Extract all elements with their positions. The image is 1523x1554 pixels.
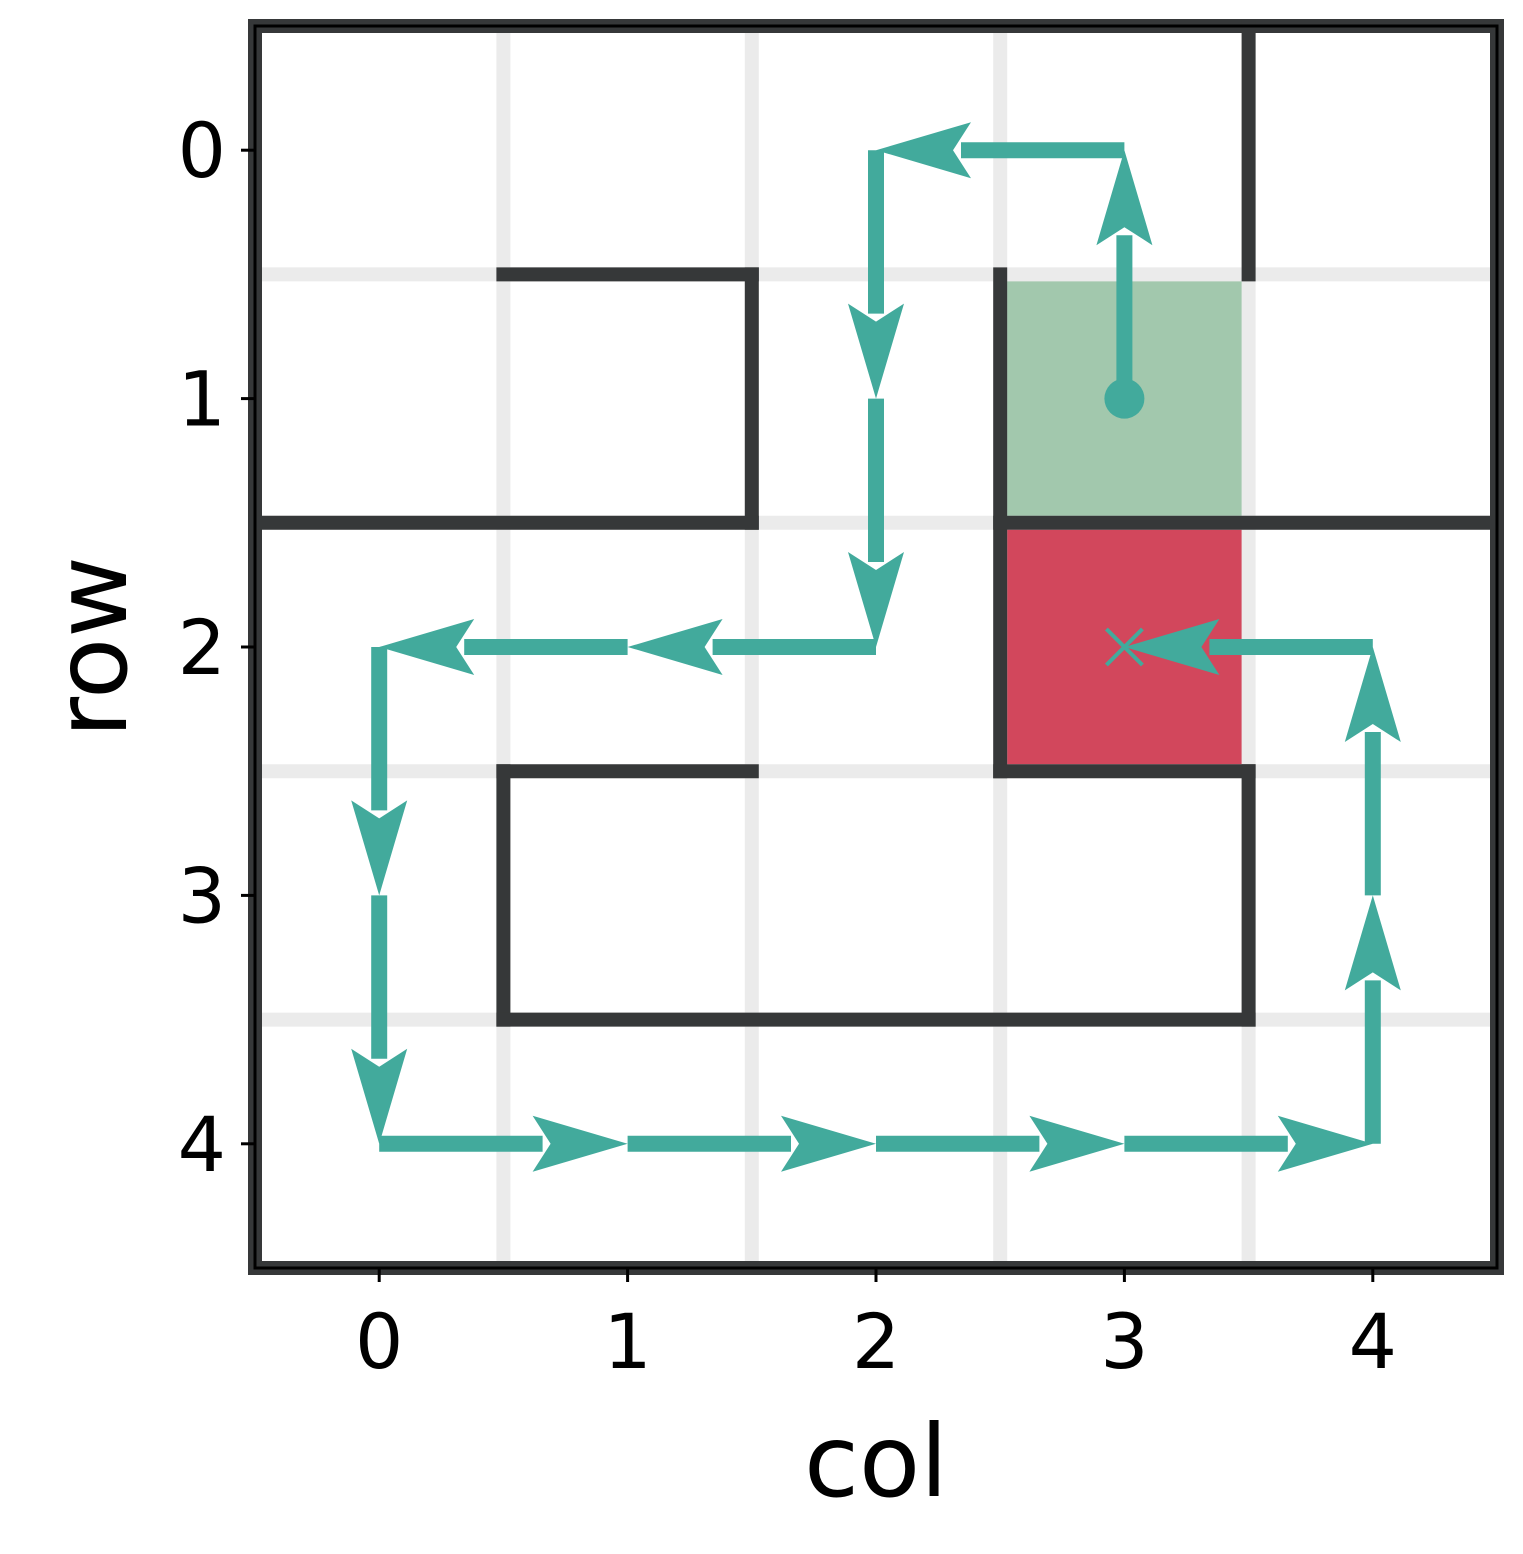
path-arrow [351,895,408,1144]
x-tick-label: 4 [1349,1297,1397,1386]
path-arrow [1344,895,1401,1144]
solution-path [351,122,1401,1172]
path-arrow [351,647,408,896]
path-arrow [627,619,876,675]
y-tick-label: 1 [178,355,226,444]
path-arrow-head [781,1115,876,1172]
path-arrow-head [1344,647,1401,742]
x-axis-ticks: 0 1 2 3 4 [355,1268,1397,1386]
x-tick-label: 2 [852,1297,900,1386]
path-arrow-head [1124,619,1220,675]
path-markers [1104,378,1145,667]
path-arrow-head [876,122,971,179]
path-arrow [1344,647,1401,896]
path-arrow-head [351,1048,408,1144]
path-arrow [379,619,628,675]
path-arrow-head [379,619,475,675]
path-arrow [1124,619,1373,675]
y-tick-label: 0 [178,106,226,195]
x-tick-label: 3 [1100,1297,1148,1386]
path-arrow-head [1096,150,1153,246]
x-tick-label: 0 [355,1297,403,1386]
path-arrow-head [1029,1115,1125,1172]
y-tick-label: 3 [178,851,226,940]
path-arrow-head [848,552,904,647]
path-arrow [379,1115,628,1172]
x-axis-label: col [804,1403,948,1520]
path-arrow-head [627,619,723,675]
path-arrow [848,398,904,647]
path-arrow [1124,1115,1373,1172]
path-arrow-head [351,800,408,896]
y-tick-label: 4 [178,1100,226,1189]
y-tick-label: 2 [178,603,226,692]
path-arrow [876,1115,1125,1172]
path-arrow-head [848,303,904,399]
path-arrow [876,122,1125,179]
y-axis-ticks: 0 1 2 3 4 [178,106,255,1189]
path-arrow-head [1344,895,1401,991]
path-arrow [627,1115,876,1172]
y-axis-label: row [33,556,150,738]
path-arrow [848,150,904,399]
path-arrow-head [1277,1115,1373,1172]
path-arrow-head [532,1115,628,1172]
start-marker [1104,378,1145,419]
x-tick-label: 1 [603,1297,651,1386]
path-arrow [1096,150,1153,399]
goal-marker [1104,627,1144,667]
